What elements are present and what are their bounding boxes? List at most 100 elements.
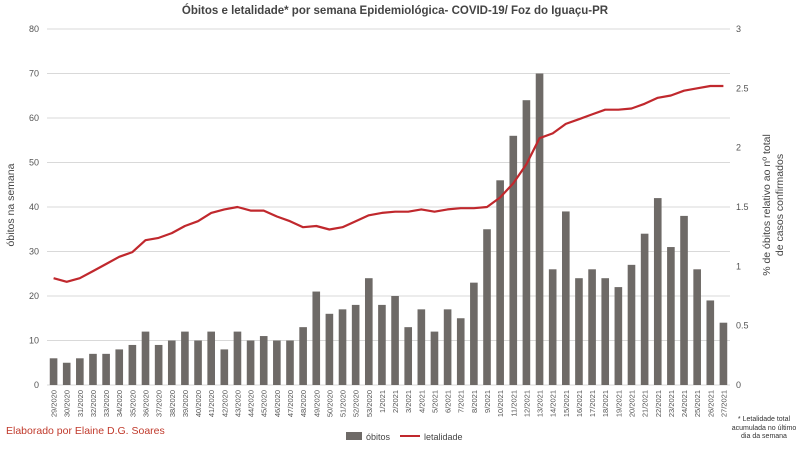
x-tick-label: 46/2020 (273, 390, 282, 417)
x-tick-label: 41/2020 (207, 390, 216, 417)
x-tick-label: 45/2020 (260, 390, 269, 417)
y-axis-right-ticks: 0 0.5 1 1.5 2 2.5 3 (736, 24, 749, 390)
x-tick-label: 50/2020 (325, 390, 334, 417)
x-tick-label: 23/2021 (667, 390, 676, 417)
bar (548, 269, 557, 385)
x-tick-label: 13/2021 (536, 390, 545, 417)
x-tick-label: 19/2021 (614, 390, 623, 417)
x-tick-label: 25/2021 (693, 390, 702, 417)
bar (496, 180, 504, 385)
bar (167, 340, 176, 385)
x-tick-label: 35/2020 (128, 390, 137, 417)
bar-series (49, 73, 728, 385)
x-tick-label: 51/2020 (339, 390, 348, 417)
x-tick-label: 7/2021 (457, 390, 466, 413)
bar (562, 211, 570, 385)
x-tick-label: 11/2021 (509, 390, 518, 417)
y2-tick-label: 0 (736, 380, 741, 390)
x-tick-label: 39/2020 (181, 390, 190, 417)
bar (220, 349, 229, 385)
y2-tick-label: 2 (736, 143, 741, 153)
x-tick-label: 22/2021 (654, 390, 663, 417)
y2-tick-label: 3 (736, 24, 741, 34)
y2-tick-label: 0.5 (736, 321, 749, 331)
bar (640, 233, 649, 385)
bar (181, 331, 189, 385)
y-tick-label: 10 (29, 336, 39, 346)
bar (141, 331, 150, 385)
x-tick-label: 20/2021 (627, 390, 636, 417)
bar (312, 291, 321, 385)
bar (351, 304, 360, 385)
x-tick-label: 29/2020 (50, 390, 59, 417)
x-tick-label: 16/2021 (575, 390, 584, 417)
y-tick-label: 60 (29, 113, 39, 123)
bar (62, 362, 71, 385)
y-tick-label: 40 (29, 202, 39, 212)
y2-tick-label: 2.5 (736, 83, 749, 93)
x-tick-label: 15/2021 (562, 390, 571, 417)
y-axis-left-ticks: 0 10 20 30 40 50 60 70 80 (29, 24, 39, 390)
x-tick-label: 14/2021 (549, 390, 558, 417)
bar (667, 247, 675, 385)
bar (378, 304, 386, 385)
bar (102, 353, 110, 385)
x-tick-label: 33/2020 (102, 390, 111, 417)
bar (522, 100, 531, 385)
footnote-line: acumulada no último (731, 424, 797, 432)
legend-label-obitos: óbitos (366, 432, 391, 442)
x-tick-label: 8/2021 (470, 390, 479, 413)
bar (194, 340, 202, 385)
x-tick-label: 12/2021 (522, 390, 531, 417)
y-tick-label: 30 (29, 247, 39, 257)
x-tick-label: 5/2021 (430, 390, 439, 413)
bar (89, 353, 97, 385)
bar (483, 229, 491, 385)
bar (470, 282, 478, 385)
x-tick-label: 52/2020 (352, 390, 361, 417)
x-tick-label: 31/2020 (76, 390, 85, 417)
x-tick-label: 27/2021 (719, 390, 728, 417)
bar (509, 135, 518, 385)
x-tick-label: 32/2020 (89, 390, 98, 417)
x-tick-label: 49/2020 (312, 390, 321, 417)
x-tick-label: 1/2021 (378, 390, 387, 413)
bar (76, 358, 84, 385)
bar (364, 278, 373, 385)
bar (49, 358, 58, 385)
line-series (53, 84, 724, 283)
x-tick-label: 53/2020 (365, 390, 374, 417)
x-tick-label: 42/2020 (220, 390, 229, 417)
letalidade-line (53, 84, 724, 283)
bar (535, 73, 544, 385)
y-axis-label: óbitos na semana (5, 163, 17, 246)
legend-label-letalidade: letalidade (424, 432, 463, 442)
x-tick-label: 4/2021 (417, 390, 426, 413)
y-tick-label: 70 (29, 69, 39, 79)
x-tick-label: 43/2020 (233, 390, 242, 417)
bar (286, 340, 294, 385)
y2-tick-label: 1 (736, 261, 741, 271)
bar (154, 344, 163, 385)
y-tick-label: 50 (29, 158, 39, 168)
x-tick-label: 9/2021 (483, 390, 492, 413)
x-tick-label: 2/2021 (391, 390, 400, 413)
y2-axis-label-line1: % de óbitos relativo ao nº total (761, 134, 773, 276)
bar (391, 296, 399, 385)
bar (246, 340, 255, 385)
bar (693, 269, 701, 385)
x-tick-label: 18/2021 (601, 390, 610, 417)
footnote-line: * Letalidade total (737, 416, 791, 423)
y-tick-label: 0 (34, 380, 39, 390)
x-axis-ticks: 29/2020 30/2020 31/2020 32/2020 33/2020 34/20… (50, 390, 729, 417)
x-tick-label: 6/2021 (444, 390, 453, 413)
bar (706, 300, 715, 385)
bar (299, 327, 307, 385)
bar (404, 327, 413, 385)
y-tick-label: 20 (29, 291, 39, 301)
x-tick-label: 40/2020 (194, 390, 203, 417)
x-tick-label: 34/2020 (115, 390, 124, 417)
x-tick-label: 36/2020 (142, 390, 151, 417)
x-tick-label: 48/2020 (299, 390, 308, 417)
